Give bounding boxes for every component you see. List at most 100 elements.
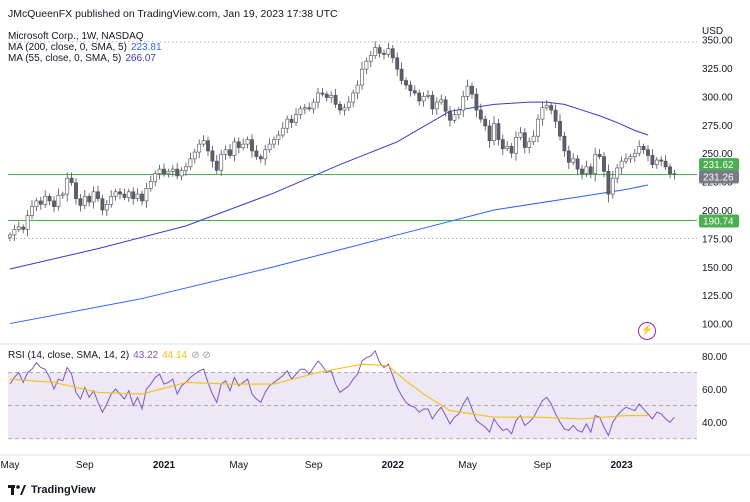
candle-body (448, 110, 452, 121)
candle-body (38, 200, 43, 205)
x-axis-label: May (1, 460, 20, 471)
candle-body (8, 234, 12, 238)
candle-body (210, 150, 215, 162)
candle-body (148, 181, 153, 189)
ma200-value: 223.81 (130, 42, 162, 53)
candle-body (465, 85, 470, 97)
candle-body (316, 92, 320, 103)
candle-body (395, 57, 400, 70)
candle-body (254, 150, 259, 157)
candle-body (593, 154, 598, 174)
candle-body (553, 109, 558, 122)
candle-body (25, 215, 30, 230)
price-y-tick-label: 275.00 (702, 121, 733, 132)
ma55-line (9, 101, 649, 270)
x-axis-label: May (229, 460, 248, 471)
price-y-tick-label: 150.00 (702, 263, 733, 274)
candle-body (606, 171, 611, 195)
candle-body (522, 132, 527, 148)
candle-body (302, 107, 307, 110)
candle-body (184, 166, 188, 171)
candle-body (118, 191, 122, 195)
x-axis-label: Sep (76, 460, 94, 471)
price-y-tick-label: 125.00 (702, 291, 733, 302)
candle-body (377, 47, 382, 54)
candle-body (408, 84, 413, 92)
candle-body (329, 94, 334, 98)
candle-body (456, 109, 461, 115)
visibility-icons[interactable]: ⊘ ⊘ (191, 350, 211, 361)
candle-body (338, 104, 342, 111)
candle-body (82, 196, 87, 206)
candle-body (421, 96, 426, 102)
candle-body (21, 226, 26, 230)
candle-body (540, 107, 545, 120)
candle-body (544, 105, 549, 109)
candle-body (280, 127, 285, 136)
candle-body (628, 156, 633, 160)
candle-body (276, 134, 281, 140)
candle-body (144, 188, 149, 202)
candle-body (461, 96, 466, 111)
candle-body (663, 160, 668, 168)
price-y-tick-label: 175.00 (702, 234, 733, 245)
price-label-text: 231.26 (703, 172, 734, 183)
candle-body (188, 158, 193, 168)
price-y-tick-label: 100.00 (702, 320, 733, 331)
candle-body (417, 92, 422, 102)
rsi-label: RSI (14, close, SMA, 14, 2) (8, 350, 130, 361)
candle-body (646, 149, 650, 156)
currency-label: USD (702, 26, 723, 37)
candle-body (597, 154, 602, 157)
candle-body (487, 125, 492, 142)
candle-body (175, 168, 180, 177)
price-y-tick-label: 250.00 (702, 149, 733, 160)
tradingview-logo-text: TradingView (31, 484, 96, 496)
candle-body (69, 177, 74, 184)
rsi-ma-value: 44.14 (162, 350, 188, 361)
candle-body (135, 193, 140, 199)
rsi-y-tick-label: 60.00 (702, 385, 727, 396)
candle-body (355, 84, 360, 94)
candle-body (390, 48, 395, 59)
candle-body (483, 118, 488, 127)
price-label-text: 190.74 (703, 217, 734, 228)
price-label-text: 231.62 (703, 160, 734, 171)
price-label-bg (699, 158, 739, 172)
candle-body (201, 140, 206, 145)
candle-body (179, 169, 184, 177)
candle-body (624, 158, 628, 162)
rsi-y-tick-label: 40.00 (702, 418, 727, 429)
candle-body (443, 99, 448, 112)
candle-body (34, 200, 39, 207)
candle-body (245, 139, 250, 145)
x-axis-label: Sep (534, 460, 552, 471)
candle-body (492, 123, 496, 142)
ma55-value: 266.07 (125, 53, 156, 64)
candle-body (16, 226, 21, 230)
price-y-tick-label: 350.00 (702, 36, 733, 47)
candle-body (311, 101, 316, 110)
candle-body (426, 94, 430, 97)
price-y-tick-label: 200.00 (702, 206, 733, 217)
x-axis-label: Sep (305, 460, 323, 471)
lightning-icon[interactable]: ⚡ (638, 322, 656, 340)
candle-body (52, 200, 56, 207)
candle-body (219, 154, 224, 171)
candle-body (140, 193, 144, 202)
candle-body (104, 204, 109, 211)
candle-body (360, 68, 364, 86)
candle-body (500, 139, 505, 149)
candle-body (232, 141, 237, 156)
candle-body (610, 177, 615, 195)
ma200-legend: MA (200, close, 0, SMA, 5) 223.81 (8, 42, 162, 53)
candle-body (632, 152, 637, 157)
candle-body (47, 196, 52, 202)
candle-body (214, 160, 219, 171)
candle-body (588, 166, 593, 174)
candle-body (170, 168, 175, 172)
candle-body (571, 158, 576, 163)
candle-body (672, 173, 677, 175)
candle-body (364, 60, 369, 70)
